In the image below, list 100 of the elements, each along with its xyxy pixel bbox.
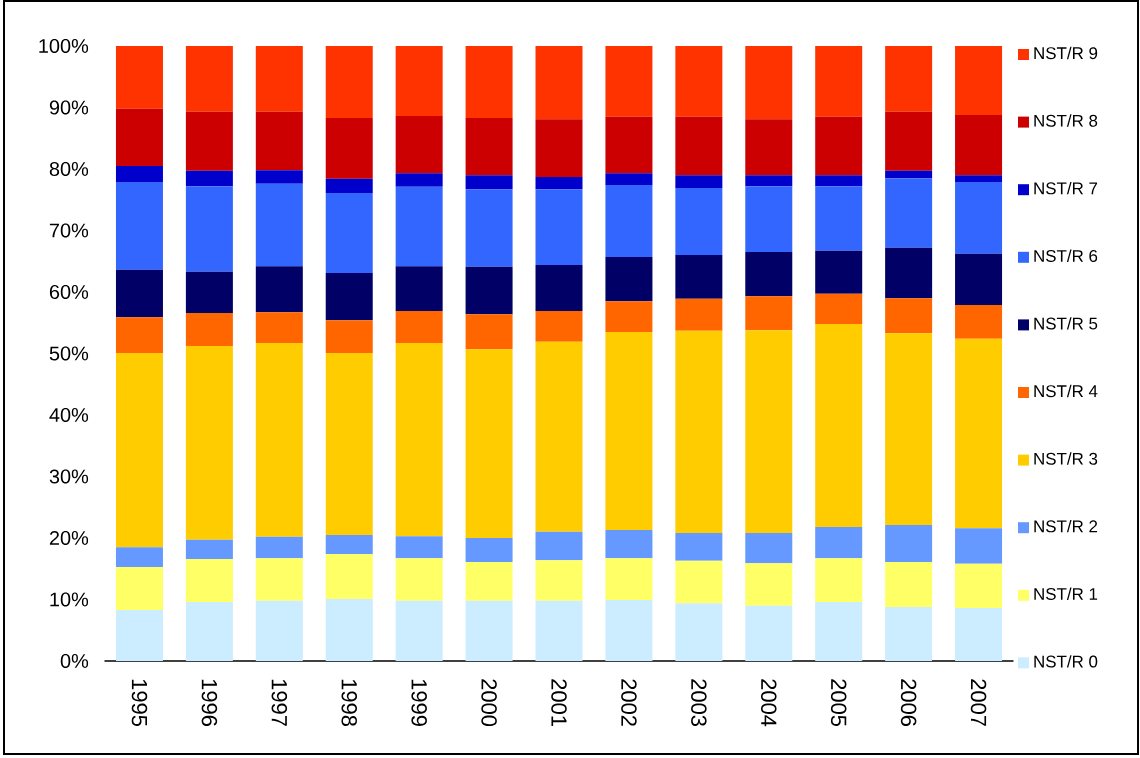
y-tick-label: 30% (49, 469, 89, 484)
bar (815, 250, 863, 294)
bar (325, 534, 373, 554)
bar (885, 178, 933, 248)
x-tick-label: 1997 (271, 679, 288, 726)
bar (745, 563, 793, 606)
legend-label: NST/R 0 (1034, 655, 1098, 668)
bar (815, 175, 863, 187)
bar (115, 45, 163, 109)
bar (185, 558, 233, 602)
bar (955, 304, 1003, 339)
bar (115, 566, 163, 610)
bar (885, 333, 933, 526)
legend-label: NST/R 2 (1034, 519, 1098, 533)
bar (185, 45, 233, 112)
bar (395, 558, 443, 601)
bar (745, 330, 793, 534)
bar (605, 256, 653, 302)
bar (885, 247, 933, 299)
bar (185, 186, 233, 272)
bar (255, 600, 303, 661)
x-tick-label: 2000 (481, 679, 497, 727)
bar (465, 45, 513, 118)
legend-label: NST/R 9 (1034, 46, 1098, 60)
bar (465, 175, 513, 190)
bar (535, 264, 583, 312)
y-tick-label: 70% (49, 223, 89, 238)
bar (955, 563, 1003, 609)
bar (395, 600, 443, 661)
y-tick-label: 10% (50, 592, 89, 607)
x-tick-label: 2004 (761, 679, 777, 727)
x-tick-label: 2005 (830, 679, 847, 727)
bar (815, 601, 863, 661)
bar (535, 45, 583, 120)
bar (115, 269, 163, 318)
bar (535, 531, 583, 561)
bar (325, 117, 373, 179)
bar (815, 293, 863, 324)
bar (185, 346, 233, 540)
bar (535, 176, 583, 190)
y-tick-label: 40% (49, 407, 89, 423)
y-tick-label: 0% (60, 653, 89, 669)
bar (955, 608, 1003, 661)
bar (395, 173, 443, 187)
bar (675, 188, 723, 256)
bar (815, 323, 863, 527)
bar (955, 253, 1003, 305)
y-tick-label: 90% (49, 100, 89, 115)
bar (325, 192, 373, 273)
bar (605, 116, 653, 174)
bar (745, 175, 793, 187)
bar (535, 119, 583, 177)
bar (955, 114, 1003, 176)
bar (115, 181, 163, 270)
bar (185, 601, 233, 661)
bar (185, 312, 233, 347)
x-tick-label: 2002 (621, 679, 637, 726)
bar (605, 173, 653, 185)
bar (885, 606, 933, 661)
legend-label: NST/R 6 (1034, 249, 1098, 262)
bar (675, 298, 723, 331)
bar (115, 352, 163, 548)
bar (955, 45, 1003, 115)
bar (955, 528, 1003, 564)
bar (185, 170, 233, 187)
x-tick-label: 1999 (411, 679, 427, 726)
y-tick-label: 50% (49, 346, 89, 361)
bar (465, 314, 513, 350)
bar (815, 186, 863, 251)
bar (115, 165, 163, 182)
bar (815, 526, 863, 559)
y-tick-label: 100% (39, 38, 89, 54)
bar (955, 181, 1003, 254)
bar (815, 45, 863, 117)
bar (255, 312, 303, 344)
x-tick-label: 2003 (691, 679, 707, 726)
bar (535, 189, 583, 265)
bar (465, 349, 513, 538)
bar (465, 266, 513, 315)
bar (885, 45, 933, 112)
bar (745, 45, 793, 120)
bar (255, 343, 303, 537)
legend-label: NST/R 3 (1034, 452, 1098, 465)
y-tick-label: 20% (49, 530, 89, 546)
bar (465, 561, 513, 601)
bar (395, 311, 443, 344)
bar (745, 605, 793, 661)
bar (465, 189, 513, 267)
bar (675, 560, 723, 604)
bar (395, 266, 443, 312)
bar (115, 317, 163, 353)
bar (325, 553, 373, 599)
bar (325, 178, 373, 193)
bar (255, 183, 303, 267)
bar (605, 530, 653, 559)
bar (465, 600, 513, 661)
bar (325, 272, 373, 321)
bar (325, 45, 373, 118)
bar (605, 331, 653, 530)
bar (395, 536, 443, 559)
